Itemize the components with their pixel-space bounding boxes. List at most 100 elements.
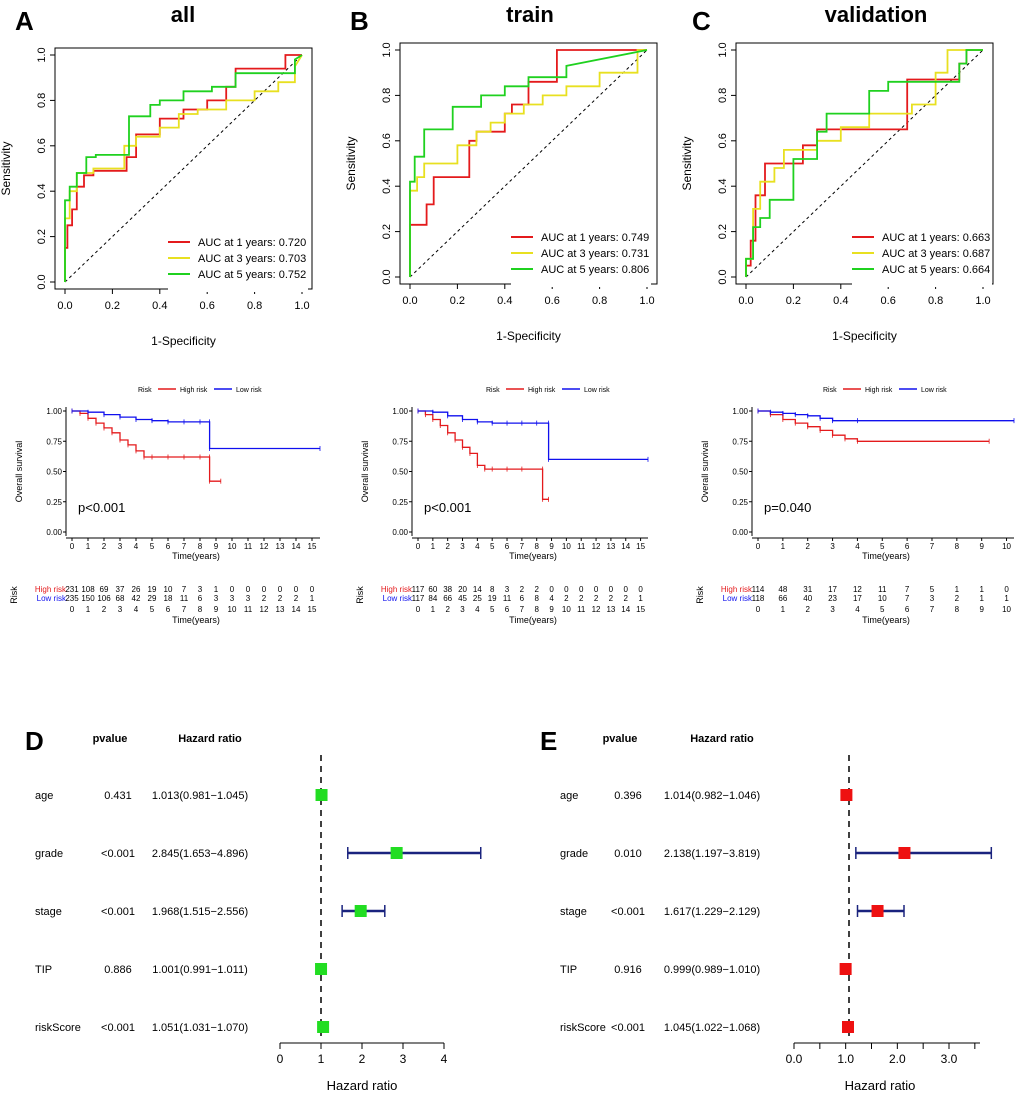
hr-point (390, 847, 403, 859)
risk-table-x-tick-label: 11 (577, 605, 586, 614)
risk-count-low: 4 (549, 594, 554, 603)
risk-count-high: 0 (262, 585, 267, 594)
km-pvalue: p<0.001 (78, 500, 125, 515)
hr-ci-label: 1.014(0.982−1.046) (664, 790, 760, 802)
y-tick-label: 0.6 (381, 133, 393, 148)
risk-table-x-tick-label: 8 (198, 605, 203, 614)
y-tick-label: 0.2 (381, 224, 393, 239)
pvalue-label: 0.431 (104, 790, 132, 802)
km-x-tick-label: 9 (549, 542, 554, 551)
risk-table-x-tick-label: 9 (549, 605, 554, 614)
risk-count-high: 19 (148, 585, 157, 594)
risk-table-x-tick-label: 3 (460, 605, 465, 614)
risk-count-low: 106 (97, 594, 111, 603)
hr-point (871, 905, 884, 917)
risk-count-low: 29 (148, 594, 157, 603)
pvalue-label: <0.001 (611, 906, 645, 918)
risk-count-high: 7 (905, 585, 910, 594)
hr-ci-label: 1.001(0.991−1.011) (152, 964, 248, 976)
risk-count-low: 11 (180, 594, 189, 603)
km-x-tick-label: 10 (1002, 542, 1011, 551)
x-axis-label: 1-Specificity (151, 334, 216, 348)
km-x-tick-label: 7 (520, 542, 525, 551)
y-tick-label: 1.0 (381, 42, 393, 57)
km-x-tick-label: 1 (781, 542, 786, 551)
risk-count-high: 0 (230, 585, 235, 594)
risk-count-high: 60 (428, 585, 437, 594)
risk-table-x-tick-label: 2 (805, 605, 810, 614)
km-y-tick-label: 0.50 (392, 468, 408, 477)
risk-table-high-label: High risk (35, 585, 67, 594)
risk-count-high: 38 (443, 585, 452, 594)
km-x-tick-label: 4 (134, 542, 139, 551)
risk-count-high: 1 (979, 585, 984, 594)
x-tick-label: 1.0 (639, 295, 654, 307)
legend-box (168, 230, 308, 292)
legend-label: AUC at 5 years: 0.664 (882, 264, 990, 276)
risk-table-x-tick-label: 1 (86, 605, 91, 614)
hr-point (839, 963, 852, 975)
risk-count-low: 1 (310, 594, 315, 603)
risk-table-x-tick-label: 13 (606, 605, 615, 614)
variable-label: grade (35, 848, 63, 860)
forest-x-tick-label: 0 (277, 1052, 284, 1066)
roc-curve (409, 49, 648, 277)
risk-count-low: 6 (198, 594, 203, 603)
hr-point (317, 1021, 330, 1033)
risk-table-x-tick-label: 7 (930, 605, 935, 614)
col-header-pvalue: pvalue (93, 733, 128, 745)
legend-box (852, 225, 992, 287)
risk-table-x-tick-label: 1 (431, 605, 436, 614)
km-curve-high-risk (72, 410, 221, 482)
variable-label: riskScore (560, 1022, 606, 1034)
risk-count-low: 2 (955, 594, 960, 603)
risk-count-high: 7 (182, 585, 187, 594)
forest-x-tick-label: 3 (400, 1052, 407, 1066)
risk-count-low: 25 (473, 594, 482, 603)
risk-table-x-tick-label: 11 (244, 605, 253, 614)
forest-x-tick-label: 2.0 (889, 1052, 906, 1066)
km-y-axis-label: Overall survival (14, 441, 24, 503)
risk-count-high: 108 (81, 585, 95, 594)
forest-x-tick-label: 0.0 (786, 1052, 803, 1066)
y-tick-label: 0.8 (717, 88, 729, 103)
risk-table-x-tick-label: 5 (880, 605, 885, 614)
risk-table-low-label: Low risk (37, 594, 67, 603)
risk-count-high: 117 (412, 585, 425, 594)
risk-table-x-tick-label: 15 (308, 605, 317, 614)
risk-count-low: 2 (262, 594, 267, 603)
x-tick-label: 1.0 (975, 295, 990, 307)
risk-table-x-tick-label: 6 (505, 605, 510, 614)
risk-table-x-tick-label: 12 (260, 605, 269, 614)
km-x-tick-label: 5 (490, 542, 495, 551)
km-y-tick-label: 1.00 (392, 407, 408, 416)
risk-table-x-tick-label: 9 (979, 605, 984, 614)
panel-letter: D (25, 726, 44, 756)
risk-table-high-label: High risk (721, 585, 753, 594)
risk-table-x-tick-label: 2 (102, 605, 107, 614)
forest-x-tick-label: 4 (441, 1052, 448, 1066)
pvalue-label: 0.916 (614, 964, 642, 976)
risk-table-x-tick-label: 2 (445, 605, 450, 614)
hr-ci-label: 1.045(1.022−1.068) (664, 1022, 760, 1034)
x-tick-label: 0.8 (928, 295, 943, 307)
km-x-tick-label: 5 (150, 542, 155, 551)
x-tick-label: 1.0 (294, 300, 309, 312)
diagonal-reference (64, 54, 303, 283)
risk-count-high: 0 (549, 585, 554, 594)
km-curve-high-risk (418, 410, 549, 500)
forest-x-axis-label: Hazard ratio (327, 1078, 398, 1093)
km-x-tick-label: 11 (244, 542, 253, 551)
risk-count-high: 0 (564, 585, 569, 594)
legend-label: AUC at 1 years: 0.720 (198, 237, 306, 249)
forest-x-tick-label: 1 (318, 1052, 325, 1066)
km-x-tick-label: 10 (228, 542, 237, 551)
km-y-tick-label: 0.75 (392, 437, 408, 446)
x-tick-label: 0.6 (881, 295, 896, 307)
km-y-tick-label: 1.00 (46, 407, 62, 416)
risk-count-high: 0 (579, 585, 584, 594)
km-curve-low-risk (758, 410, 1014, 422)
risk-table-x-tick-label: 4 (855, 605, 860, 614)
km-x-tick-label: 1 (86, 542, 91, 551)
